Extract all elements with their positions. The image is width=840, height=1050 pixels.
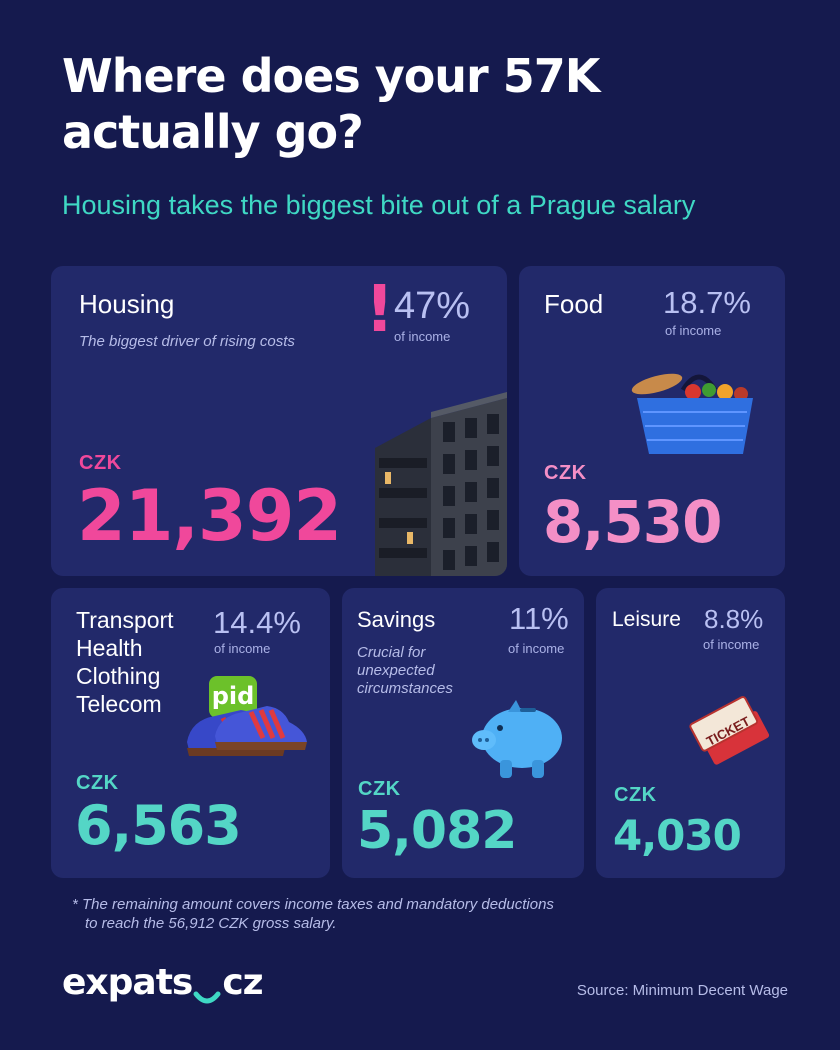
transport-amount: 6,563 [75, 794, 242, 857]
transport-currency: CZK [76, 772, 119, 794]
food-percent-label: of income [665, 323, 722, 338]
housing-percent: 47% [394, 285, 471, 327]
housing-amount: 21,392 [77, 475, 342, 557]
housing-percent-label: of income [394, 329, 451, 344]
source-text: Source: Minimum Decent Wage [576, 982, 788, 999]
housing-title: Housing [79, 289, 175, 319]
card-housing: Housing The biggest driver of rising cos… [51, 266, 507, 576]
title-line-1: Where does your 57K [62, 49, 600, 103]
savings-amount: 5,082 [357, 801, 517, 861]
title-line-2: actually go? [62, 105, 364, 159]
apartment-building-icon [375, 392, 507, 576]
food-title: Food [544, 289, 604, 319]
savings-percent-label: of income [508, 641, 565, 656]
sneakers-icon [187, 706, 307, 756]
transport-title: Transport Health Clothing Telecom [76, 606, 174, 718]
leisure-percent-label: of income [703, 637, 760, 652]
card-leisure: Leisure 8.8% of income TICKET CZK 4,030 [596, 588, 785, 878]
footnote: * The remaining amount covers income tax… [72, 895, 632, 933]
alert-icon: ! [365, 273, 395, 347]
food-amount: 8,530 [543, 488, 722, 556]
logo-smile-icon [192, 962, 222, 1004]
transport-percent-label: of income [214, 641, 271, 656]
card-transport: Transport Health Clothing Telecom 14.4% … [51, 588, 330, 878]
transport-title-line: Clothing [76, 663, 161, 689]
card-food: Food 18.7% of income CZK 8,530 [519, 266, 785, 576]
leisure-amount: 4,030 [613, 811, 742, 860]
page-subtitle: Housing takes the biggest bite out of a … [62, 190, 696, 220]
savings-note-line: Crucial for [357, 644, 426, 661]
logo-text-left: expats [62, 962, 193, 1003]
leisure-percent: 8.8% [704, 604, 764, 634]
transport-title-line: Telecom [76, 691, 162, 717]
footnote-line-2: to reach the 56,912 CZK gross salary. [85, 915, 337, 932]
footnote-line-1: * The remaining amount covers income tax… [72, 896, 554, 913]
transport-percent: 14.4% [213, 605, 301, 640]
savings-percent: 11% [509, 601, 569, 636]
savings-currency: CZK [358, 778, 401, 800]
expats-logo: expats cz [62, 962, 264, 1004]
food-currency: CZK [544, 462, 587, 484]
leisure-currency: CZK [614, 784, 657, 806]
leisure-title: Leisure [612, 608, 681, 631]
savings-note-line: unexpected [357, 662, 435, 679]
logo-text-right: cz [222, 962, 263, 1003]
piggy-bank-icon [472, 700, 562, 778]
housing-note: The biggest driver of rising costs [79, 333, 295, 350]
ticket-icon: TICKET [689, 696, 770, 765]
page-title: Where does your 57K actually go? [62, 48, 762, 160]
card-savings: Savings Crucial for unexpected circumsta… [342, 588, 584, 878]
housing-currency: CZK [79, 452, 122, 474]
savings-note-line: circumstances [357, 680, 453, 697]
transport-title-line: Health [76, 635, 143, 661]
food-percent: 18.7% [663, 285, 751, 320]
grocery-basket-icon [631, 373, 753, 454]
savings-note: Crucial for unexpected circumstances [357, 644, 453, 698]
transport-title-line: Transport [76, 607, 174, 633]
savings-title: Savings [357, 607, 436, 632]
